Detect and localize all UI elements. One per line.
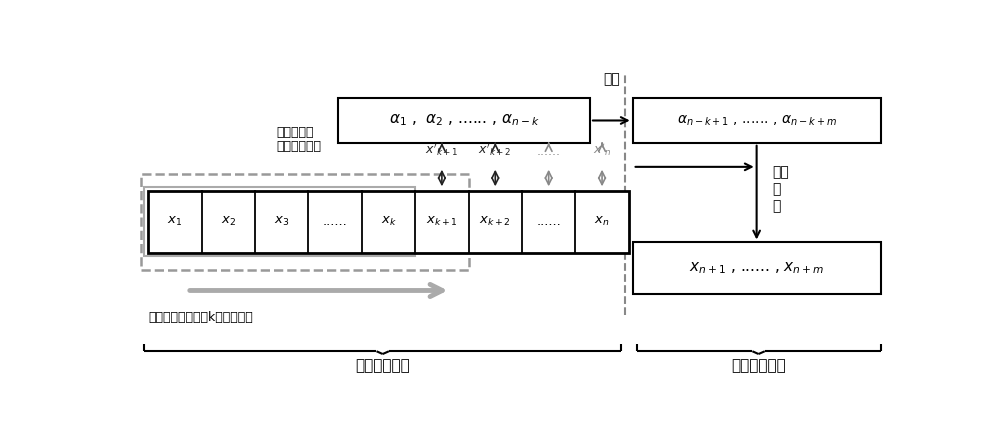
Text: $x_{k+1}$: $x_{k+1}$ [426,215,458,228]
Text: $x_{n+1}$ , ...... , $x_{n+m}$: $x_{n+1}$ , ...... , $x_{n+m}$ [689,260,824,276]
Text: 三次: 三次 [772,165,789,179]
Text: 拟合: 拟合 [603,72,620,86]
Text: ......: ...... [537,145,561,158]
Text: $x_{k+2}$: $x_{k+2}$ [479,215,511,228]
Text: ......: ...... [323,215,347,228]
Bar [338,98,590,143]
Text: $\alpha_1$ ,  $\alpha_2$ , ...... , $\alpha_{n-k}$: $\alpha_1$ , $\alpha_2$ , ...... , $\alp… [389,113,539,128]
Text: 误差平方和: 误差平方和 [276,126,314,139]
Bar [148,191,629,253]
Text: 实测数据点集: 实测数据点集 [355,359,410,374]
Bar [140,173,469,270]
Bar [633,243,881,294]
Text: 滑: 滑 [772,199,781,213]
Text: $x_1$: $x_1$ [167,215,183,228]
Text: $x_2$: $x_2$ [221,215,236,228]
Text: $x_3$: $x_3$ [274,215,289,228]
Text: $x'_{k+1}$: $x'_{k+1}$ [425,142,459,158]
Text: $x_n$: $x_n$ [594,215,610,228]
Text: ......: ...... [536,215,561,228]
Bar [144,187,415,256]
Text: 预测数据点集: 预测数据点集 [731,359,786,374]
Text: 平: 平 [772,182,781,196]
Text: $x'_n$: $x'_n$ [593,142,611,158]
Text: $x_k$: $x_k$ [381,215,396,228]
Bar [633,98,881,143]
Text: $x'_{k+2}$: $x'_{k+2}$ [478,142,512,158]
Text: 最小化原则，: 最小化原则， [276,140,321,153]
Text: 固定预测样本个数k，移动计算: 固定预测样本个数k，移动计算 [148,311,253,324]
Text: $\alpha_{n-k+1}$ , ...... , $\alpha_{n-k+m}$: $\alpha_{n-k+1}$ , ...... , $\alpha_{n-k… [677,113,837,128]
